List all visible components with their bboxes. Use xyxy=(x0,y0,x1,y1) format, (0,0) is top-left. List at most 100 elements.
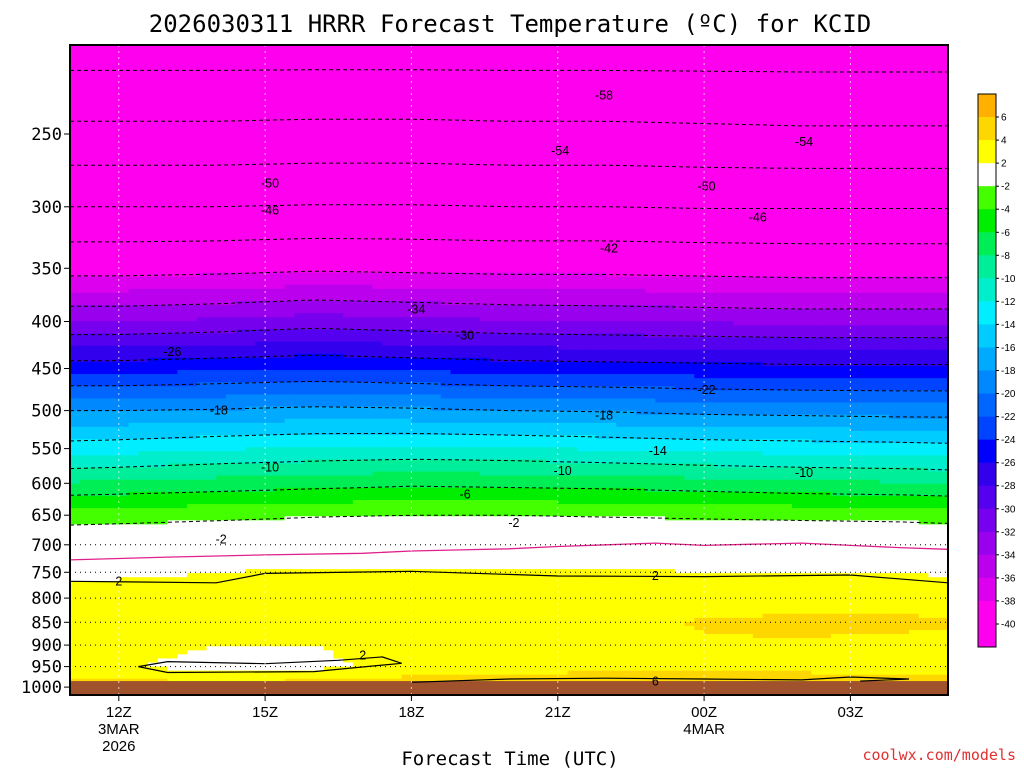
colorbar-swatch xyxy=(978,416,996,441)
isotherm-2-upper xyxy=(69,570,949,584)
contour-label: -18 xyxy=(595,408,613,422)
colorbar-tick-label: -34 xyxy=(1001,550,1016,561)
x-tick-label: 3MAR xyxy=(98,721,140,738)
x-tick-label: 15Z xyxy=(252,704,278,721)
colorbar-swatch xyxy=(978,370,996,395)
colorbar-swatch xyxy=(978,508,996,533)
colorbar-tick-label: -26 xyxy=(1001,458,1016,469)
colorbar-swatch xyxy=(978,485,996,510)
temperature-field xyxy=(70,45,949,696)
contour-labels: -58-54-54-50 -50-46 -46-42-34-30-26-22-18-… xyxy=(115,89,813,689)
colorbar-swatch xyxy=(978,554,996,579)
colorbar-tick-label: -18 xyxy=(1001,366,1016,377)
x-axis-label: Forecast Time (UTC) xyxy=(401,748,618,768)
y-tick-label: 550 xyxy=(31,440,62,460)
contour-label: -50 xyxy=(698,179,716,193)
colorbar-legend: 6 4 2 -2 -4 -6 -8 -10 -12 -14 -16 -18 -20 -22 -24 -26 -2… xyxy=(977,93,1016,648)
contour-label: -22 xyxy=(698,383,716,397)
contour-label: -14 xyxy=(649,444,667,458)
x-tick-label: 00Z xyxy=(691,704,717,721)
colorbar-tick-label: -30 xyxy=(1001,504,1016,515)
isotherm--54 xyxy=(70,118,948,127)
colorbar-swatch xyxy=(978,255,996,279)
contour-label: -10 xyxy=(261,461,279,475)
isotherm-2-lower-closed xyxy=(138,656,402,674)
contour-label: -54 xyxy=(551,144,569,158)
contour-label: -2 xyxy=(216,533,227,547)
y-tick-label: 900 xyxy=(31,636,62,656)
colorbar-tick-label: -40 xyxy=(1001,620,1016,631)
contour-label: -30 xyxy=(456,328,474,342)
colorbar-tick-label: -12 xyxy=(1001,297,1016,308)
isotherm--18 xyxy=(70,406,948,418)
y-tick-label: 800 xyxy=(31,589,62,609)
colorbar-swatch xyxy=(978,140,996,164)
colorbar-tick-label: -20 xyxy=(1001,389,1016,400)
colorbar-tick-label: -6 xyxy=(1001,228,1010,239)
colorbar-swatch xyxy=(978,301,996,325)
y-axis: 250 300 350 400 450 500 550 600 650 700 750 800 850 9… xyxy=(21,125,70,698)
isotherm--10 xyxy=(69,458,949,471)
x-tick-label: 2026 xyxy=(102,738,135,755)
contour-label: -50 xyxy=(261,177,279,191)
contour-label: 6 xyxy=(652,675,659,689)
isotherm--50 xyxy=(70,162,948,169)
contour-label: -54 xyxy=(795,135,813,149)
contour-label: -58 xyxy=(595,89,613,103)
y-tick-label: 350 xyxy=(31,259,62,279)
isotherm--30 xyxy=(70,327,948,339)
colorbar-swatch xyxy=(978,577,996,602)
freezing-line xyxy=(69,542,949,561)
y-tick-label: 500 xyxy=(31,402,62,422)
isotherm--2 xyxy=(69,514,949,526)
colorbar-swatch xyxy=(978,324,996,348)
credit-text[interactable]: coolwx.com/models xyxy=(862,746,1016,764)
plot-area: -58-54-54-50 -50-46 -46-42-34-30-26-22-18-… xyxy=(69,44,949,696)
x-tick-label: 03Z xyxy=(837,704,863,721)
colorbar-tick-label: 6 xyxy=(1001,113,1007,124)
y-tick-label: 300 xyxy=(31,198,62,218)
colorbar-swatch xyxy=(978,623,996,648)
x-tick-label: 18Z xyxy=(398,704,424,721)
colorbar-tick-label: -22 xyxy=(1001,412,1016,423)
y-tick-label: 750 xyxy=(31,563,62,583)
contour-label: 2 xyxy=(115,574,122,588)
y-tick-label: 650 xyxy=(31,506,62,526)
x-tick-label: 4MAR xyxy=(683,721,725,738)
colorbar-tick-label: -14 xyxy=(1001,320,1016,331)
surface-band xyxy=(70,681,948,695)
contour-label: -10 xyxy=(554,464,572,478)
isotherm--46 xyxy=(70,204,948,209)
chart-title: 2026030311 HRRR Forecast Temperature (ºC… xyxy=(149,10,871,38)
colorbar-tick-label: 4 xyxy=(1001,136,1007,147)
isotherm--14 xyxy=(69,432,949,444)
plot-frame xyxy=(69,44,949,696)
contour-label: -26 xyxy=(163,345,181,359)
y-tick-label: 400 xyxy=(31,313,62,333)
contour-label: 2 xyxy=(359,649,366,663)
contour-label: -6 xyxy=(460,487,471,501)
isotherm-6-lower xyxy=(411,676,910,683)
colorbar-swatch xyxy=(978,232,996,256)
contour-label: -34 xyxy=(407,302,425,316)
colorbar-tick-label: -16 xyxy=(1001,343,1016,354)
colorbar-swatch xyxy=(978,209,996,233)
contour-label: -2 xyxy=(508,516,519,530)
time-grid xyxy=(118,45,851,695)
colorbar-swatch xyxy=(978,600,996,625)
colorbar-swatch xyxy=(978,186,996,210)
y-tick-label: 700 xyxy=(31,536,62,556)
isotherm--6 xyxy=(69,485,949,497)
isotherm--58 xyxy=(70,69,948,73)
contour-label: -10 xyxy=(795,466,813,480)
colorbar-swatch xyxy=(978,163,996,187)
colorbar-tick-label: -10 xyxy=(1001,274,1016,285)
isotherm--26 xyxy=(70,354,948,365)
colorbar-tick-label: 2 xyxy=(1001,159,1007,170)
y-tick-label: 250 xyxy=(31,125,62,145)
colorbar-tick-label: -24 xyxy=(1001,435,1016,446)
colorbar-swatch xyxy=(978,347,996,371)
y-tick-label: 450 xyxy=(31,360,62,380)
